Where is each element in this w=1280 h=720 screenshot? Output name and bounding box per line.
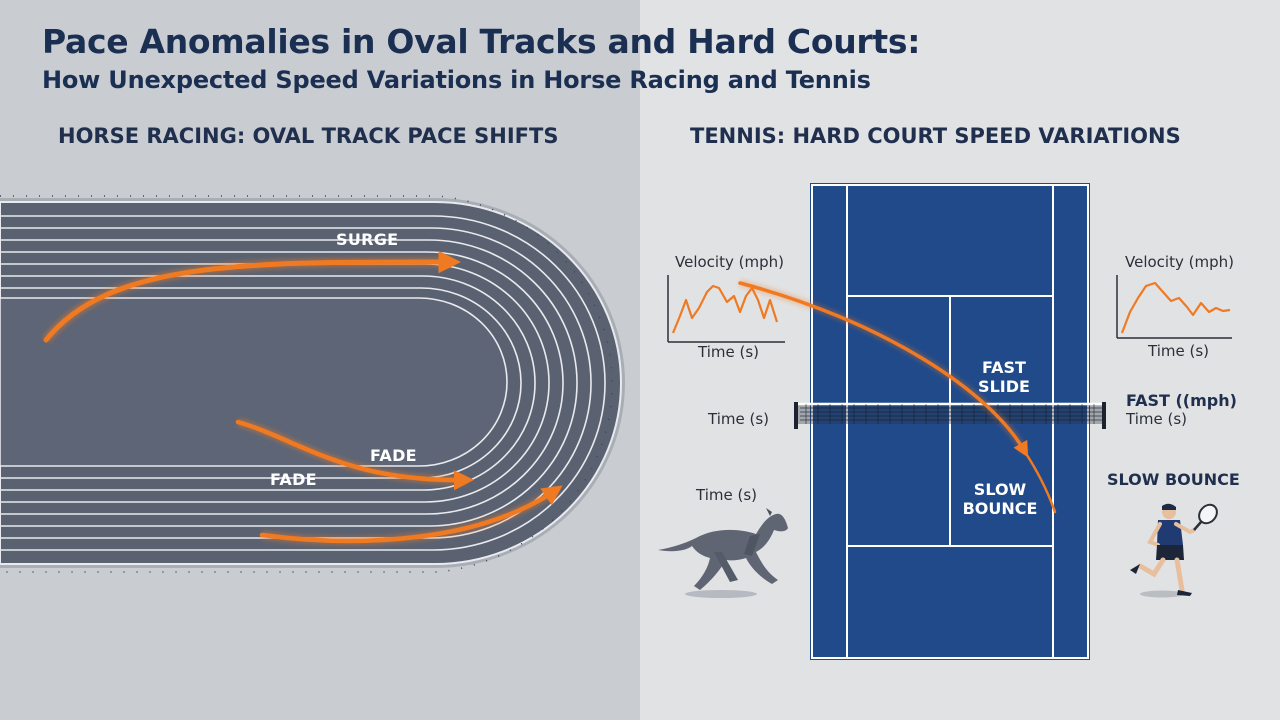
oval-track <box>0 195 625 573</box>
horse-racing-heading: HORSE RACING: OVAL TRACK PACE SHIFTS <box>58 124 559 148</box>
velocity-chart-left <box>667 275 785 343</box>
fade-arrow-upper <box>235 419 475 491</box>
surge-arrow <box>43 250 461 343</box>
slow-bounce-line2: BOUNCE <box>962 499 1038 518</box>
slow-bounce-side-label: SLOW BOUNCE <box>1107 470 1240 489</box>
slow-bounce-court-label: SLOW BOUNCE <box>958 480 1042 518</box>
surge-label: SURGE <box>336 230 399 249</box>
time-label-horse: Time (s) <box>696 486 757 504</box>
chart-left-xlabel: Time (s) <box>698 343 759 361</box>
slow-bounce-line1: SLOW <box>973 480 1027 499</box>
fast-slide-label: FAST SLIDE <box>974 358 1034 396</box>
velocity-line-left <box>671 284 779 334</box>
tennis-court <box>810 183 1090 660</box>
ball-trajectory-arrow <box>738 281 1029 458</box>
chart-right-xlabel: Time (s) <box>1148 342 1209 360</box>
pace-arrows <box>42 250 563 545</box>
fade-arrow-lower <box>259 485 563 544</box>
ball-bounce-trail <box>1023 450 1057 514</box>
tennis-player-icon <box>1130 503 1218 598</box>
time-label-net-right: Time (s) <box>1126 410 1187 428</box>
velocity-chart-right <box>1116 275 1232 339</box>
chart-right-ylabel: Velocity (mph) <box>1125 253 1234 271</box>
page-subtitle: How Unexpected Speed Variations in Horse… <box>42 66 871 94</box>
tennis-heading: TENNIS: HARD COURT SPEED VARIATIONS <box>690 124 1181 148</box>
tennis-net <box>794 402 1106 429</box>
horse-icon <box>658 508 788 598</box>
fast-slide-line1: FAST <box>982 358 1026 377</box>
fade-label-lower: FADE <box>270 470 317 489</box>
page-title: Pace Anomalies in Oval Tracks and Hard C… <box>42 22 921 61</box>
chart-left-ylabel: Velocity (mph) <box>675 253 784 271</box>
velocity-line-right <box>1120 281 1231 334</box>
time-label-net-left: Time (s) <box>708 410 769 428</box>
fast-mph-label: FAST ((mph) <box>1126 391 1237 410</box>
fade-label-upper: FADE <box>370 446 417 465</box>
fast-slide-line2: SLIDE <box>978 377 1030 396</box>
